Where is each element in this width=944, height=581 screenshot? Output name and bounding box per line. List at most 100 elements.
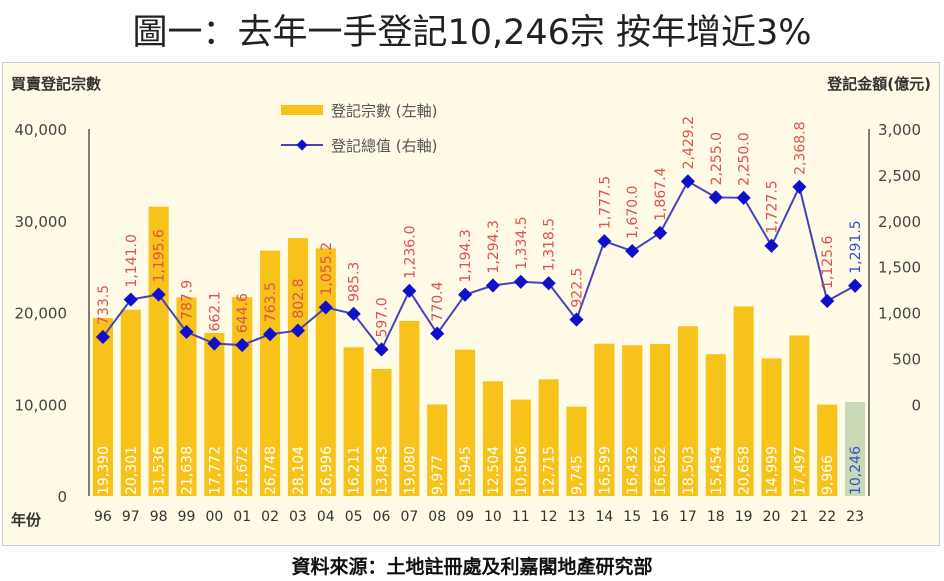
left-tick-label: 10,000: [15, 396, 68, 414]
line-label: 2,368.8: [792, 121, 808, 174]
bar-98: [148, 206, 169, 496]
bar-06: [371, 368, 392, 496]
bar-05: [343, 347, 364, 496]
line-label: 1,125.6: [820, 235, 836, 289]
legend-line-label: 登記總值 (右軸): [331, 137, 437, 155]
line-point-06: [374, 342, 389, 357]
bar-19: [733, 306, 754, 496]
bar-label: 15,945: [458, 446, 474, 495]
bar-label: 12,715: [542, 446, 558, 495]
line-point-04: [318, 300, 333, 315]
x-tick-label: 16: [651, 509, 669, 525]
chart-title: 圖一：去年一手登記10,246宗 按年增近3%: [132, 13, 812, 53]
x-tick-label: 10: [484, 509, 502, 525]
bar-label: 10,506: [514, 446, 530, 495]
line-label: 1,334.5: [514, 216, 530, 269]
line-point-00: [207, 336, 222, 351]
line-label: 1,195.6: [152, 229, 168, 283]
bar-07: [399, 320, 420, 496]
line-point-02: [263, 327, 278, 342]
legend-bar-swatch: [281, 105, 323, 115]
line-label: 644.6: [235, 293, 251, 333]
bar-label: 9,966: [820, 455, 836, 495]
line-point-20: [764, 238, 779, 253]
chart: 買賣登記宗數 登記金額(億元) 年份 0 10,000 20,000 30,000 40,00…: [11, 75, 931, 529]
line-label: 922.5: [570, 268, 586, 308]
bar-label: 21,638: [180, 446, 196, 495]
bar-20: [761, 358, 782, 496]
x-tick-label: 05: [345, 509, 363, 525]
line-point-05: [346, 306, 361, 321]
bar-14: [594, 343, 615, 496]
x-tick-label: 02: [261, 509, 279, 525]
x-tick-label: 04: [317, 509, 335, 525]
line-label: 985.3: [347, 262, 363, 302]
x-tick-label: 21: [790, 509, 808, 525]
x-tick-label: 18: [707, 509, 725, 525]
bar-label: 16,599: [597, 446, 613, 495]
bar-label: 16,562: [653, 446, 669, 495]
x-tick-label: 17: [679, 509, 697, 525]
left-tick-label: 30,000: [15, 213, 68, 231]
bar-label: 16,211: [347, 446, 363, 495]
line-label: 1,055.2: [319, 242, 335, 295]
bar-label: 20,301: [124, 446, 140, 495]
bar-96: [92, 318, 113, 496]
line-label: 2,255.0: [709, 132, 725, 185]
bar-23: [845, 401, 866, 496]
x-tick-label: 12: [540, 509, 558, 525]
bar-08: [427, 404, 448, 496]
line-point-98: [151, 287, 166, 302]
bar-12: [538, 379, 559, 496]
right-tick-label: 2,500: [878, 167, 921, 185]
line-point-13: [569, 312, 584, 327]
bar-label: 9,977: [430, 455, 446, 495]
bar-22: [817, 404, 838, 496]
line-label: 1,294.3: [486, 220, 502, 273]
bar-04: [315, 248, 336, 496]
x-tick-label: 96: [94, 509, 112, 525]
bar-label: 21,672: [235, 446, 251, 495]
line-label: 733.5: [96, 285, 112, 325]
line-label: 1,236.0: [402, 225, 418, 278]
x-tick-label: 11: [512, 509, 530, 525]
right-tick-label: 1,000: [878, 305, 921, 323]
bar-label: 14,999: [765, 446, 781, 495]
x-tick-label: 01: [233, 509, 251, 525]
bar-label: 17,497: [792, 446, 808, 495]
line-label: 1,670.0: [625, 186, 641, 239]
line-point-17: [680, 174, 695, 189]
legend-bar-label: 登記宗數 (左軸): [331, 102, 437, 120]
bar-label: 18,503: [681, 446, 697, 495]
bar-17: [677, 326, 698, 496]
bar-03: [287, 238, 308, 496]
bar-label: 17,772: [207, 446, 223, 495]
x-tick-label: 23: [846, 509, 864, 525]
right-tick-label: 500: [892, 350, 921, 368]
line-point-12: [541, 276, 556, 291]
bar-13: [566, 406, 587, 496]
line-point-09: [458, 287, 473, 302]
line-point-22: [820, 293, 835, 309]
line-point-15: [625, 243, 640, 259]
line-label: 1,194.3: [458, 229, 474, 282]
x-tick-label: 08: [428, 509, 446, 525]
line-point-99: [179, 324, 194, 340]
bar-label: 12,504: [486, 446, 502, 495]
line-label: 1,291.5: [848, 220, 864, 273]
bar-18: [705, 354, 726, 496]
line-label: 802.8: [291, 278, 307, 318]
line-point-03: [290, 323, 305, 338]
bar-label: 26,748: [263, 446, 279, 495]
bar-02: [260, 250, 281, 496]
line-point-23: [848, 278, 863, 293]
bar-97: [120, 309, 141, 496]
source-note: 資料來源：土地註冊處及利嘉閣地產研究部: [291, 556, 653, 578]
bar-label: 15,454: [709, 446, 725, 495]
left-tick-label: 40,000: [15, 121, 68, 139]
line-point-11: [513, 274, 528, 289]
line-label: 763.5: [263, 282, 279, 322]
left-tick-label: 20,000: [15, 305, 68, 323]
line-point-97: [123, 292, 138, 307]
line-point-08: [430, 326, 445, 341]
